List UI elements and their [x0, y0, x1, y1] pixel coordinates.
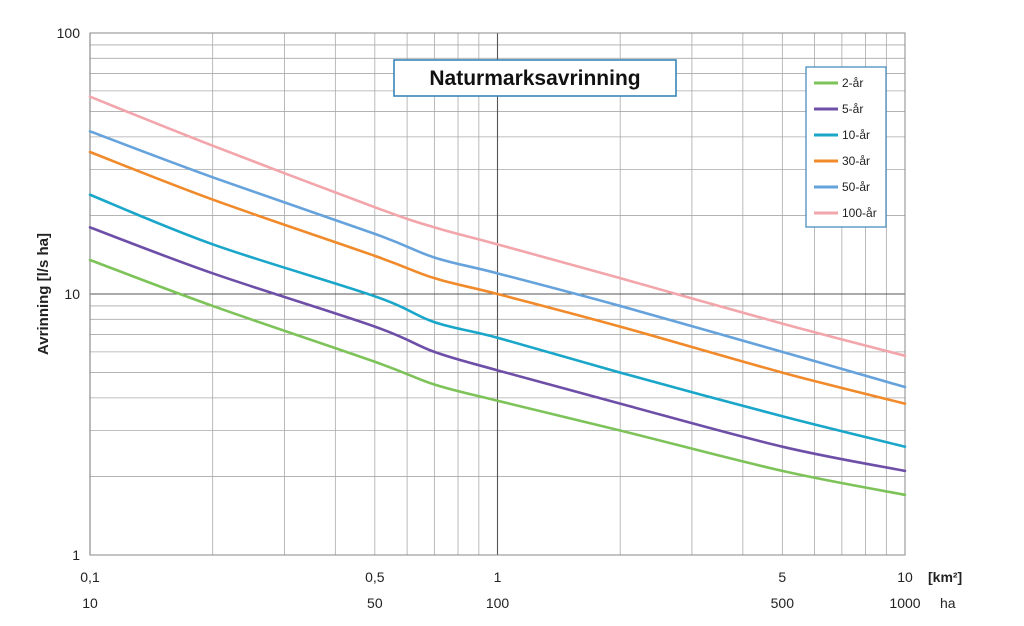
plot-frame — [89, 32, 906, 556]
x-tick-labels: 0,1 10 0,5 50 1 100 5 500 10 1000 — [80, 569, 921, 611]
x-secondary-tick-label: 100 — [486, 595, 510, 611]
series-line-10-år — [88, 193, 907, 448]
series-line-2-år — [88, 258, 907, 497]
legend-label: 50-år — [842, 180, 870, 194]
legend-items: 2-år 5-år 10-år 30-år 50-år 100-år — [814, 76, 877, 220]
x-secondary-tick-label: 500 — [771, 595, 795, 611]
legend-label: 10-år — [842, 128, 870, 142]
series-layer — [88, 95, 907, 497]
legend-label: 5-år — [842, 102, 863, 116]
y-axis-title: Avrinning [l/s ha] — [35, 233, 52, 355]
legend: 2-år 5-år 10-år 30-år 50-år 100-år — [805, 66, 887, 228]
series-line-100-år — [88, 95, 907, 358]
x-tick-label: 10 — [897, 569, 913, 585]
y-tick-labels: 1 10 100 — [57, 25, 81, 563]
y-tick-label: 10 — [64, 286, 80, 302]
chart-title: Naturmarksavrinning — [429, 67, 640, 90]
x-tick-label: 0,5 — [365, 569, 385, 585]
y-tick-label: 1 — [72, 547, 80, 563]
legend-box — [805, 66, 887, 228]
x-secondary-tick-label: 50 — [367, 595, 383, 611]
x-tick-label: 5 — [778, 569, 786, 585]
y-tick-label: 100 — [57, 25, 81, 41]
x-unit-label: [km²] — [928, 569, 962, 585]
chart-title-box: Naturmarksavrinning — [393, 59, 677, 97]
series-line-50-år — [88, 130, 907, 389]
x-tick-label: 0,1 — [80, 569, 100, 585]
legend-label: 100-år — [842, 206, 877, 220]
series-line-5-år — [88, 226, 907, 473]
x-secondary-unit-label: ha — [940, 595, 956, 611]
x-tick-label: 1 — [494, 569, 502, 585]
legend-label: 2-år — [842, 76, 863, 90]
legend-label: 30-år — [842, 154, 870, 168]
x-secondary-tick-label: 1000 — [889, 595, 920, 611]
series-line-30-år — [88, 150, 907, 405]
x-secondary-tick-label: 10 — [82, 595, 98, 611]
